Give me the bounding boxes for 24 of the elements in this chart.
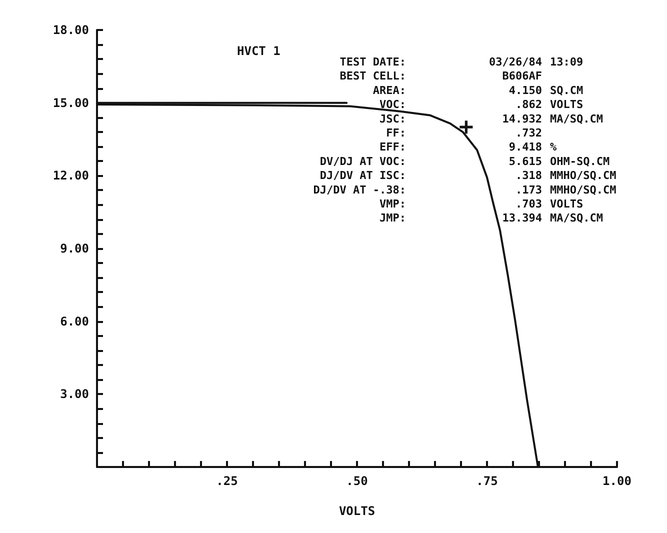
text: AREA: 4.150 SQ.CM	[372, 84, 584, 97]
x-tick-label: .75	[476, 474, 498, 488]
text: BEST CELL: B606AF	[340, 70, 542, 83]
x-tick-label: .50	[346, 474, 368, 488]
text: TEST DATE: 03/26/84 13:09	[340, 56, 584, 68]
text: JSC: 14.932 MA/SQ.CM	[380, 112, 603, 126]
y-tick-label: 18.00	[52, 23, 89, 37]
text: VMP: .703 VOLTS	[380, 198, 584, 210]
text: FF: .732	[386, 126, 542, 140]
text: JMP: 13.394 MA/SQ.CM	[380, 212, 603, 225]
text: HVCT 1	[237, 44, 280, 58]
text: DJ/DV AT ISC: .318 MMHO/SQ.CM	[320, 169, 616, 182]
y-tick-label: 15.00	[52, 96, 89, 110]
text: DJ/DV AT -.38: .173 MMHO/SQ.CM	[313, 183, 616, 196]
text: DV/DJ AT VOC: 5.615 OHM-SQ.CM	[320, 154, 610, 168]
x-tick-label: 1.00	[602, 474, 632, 488]
y-tick-label: 3.00	[60, 387, 89, 402]
y-tick-label: 6.00	[60, 314, 89, 328]
x-axis-title: VOLTS	[338, 504, 376, 518]
y-tick-label: 12.00	[52, 168, 89, 183]
text: EFF: 9.418 %	[380, 140, 557, 154]
text: VOC: .862 VOLTS	[380, 98, 584, 112]
x-tick-label: .25	[216, 474, 238, 488]
y-tick-label: 9.00	[60, 242, 89, 256]
